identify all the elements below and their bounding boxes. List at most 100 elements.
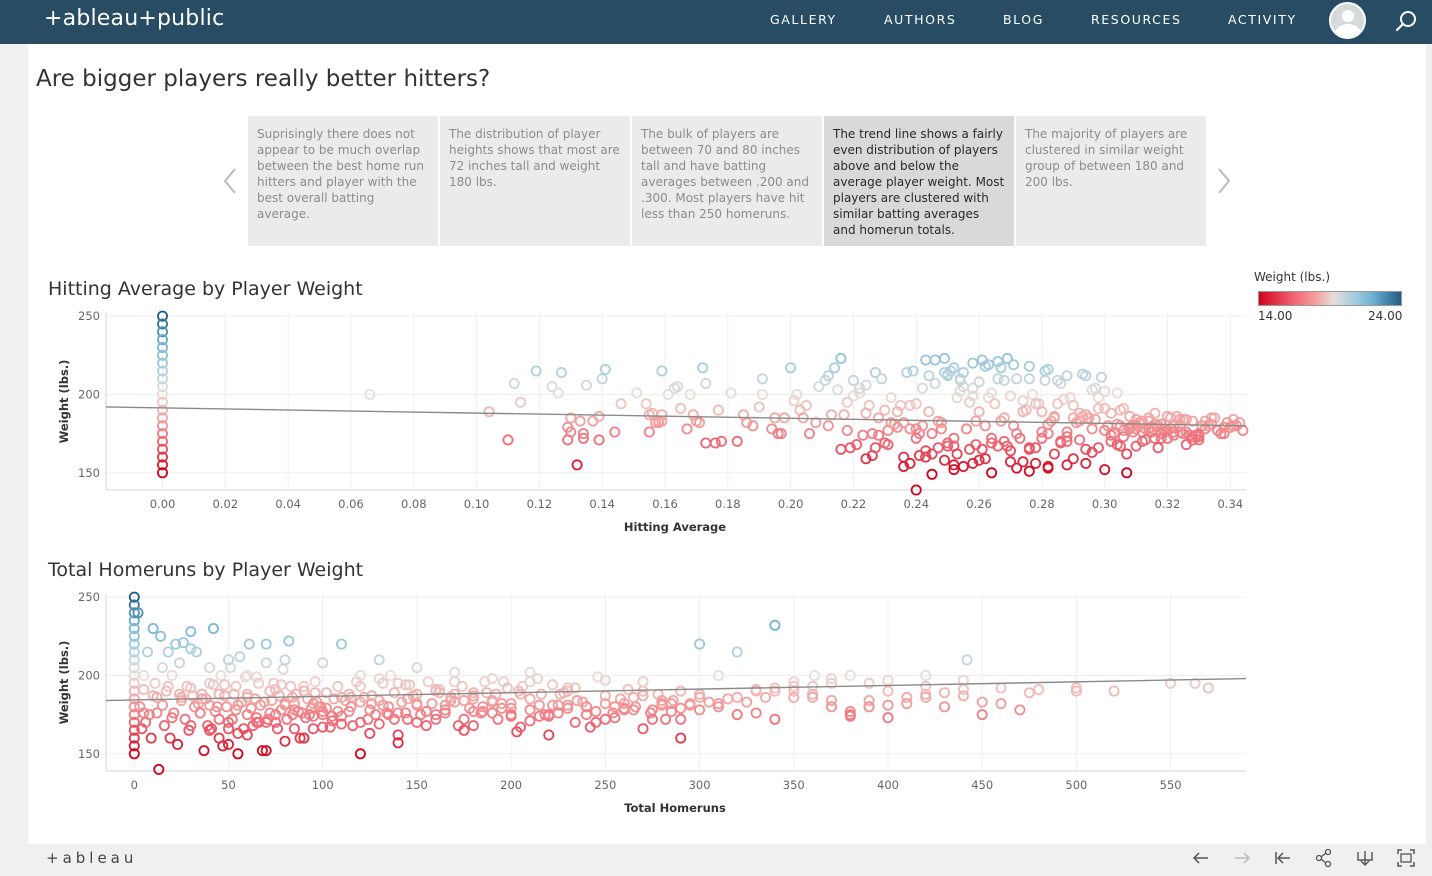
scatter-point[interactable] (851, 439, 863, 451)
scatter-point[interactable] (929, 377, 941, 389)
scatter-point[interactable] (716, 435, 728, 447)
scatter-point[interactable] (869, 366, 881, 378)
scatter-point[interactable] (1143, 412, 1155, 424)
scatter-point[interactable] (904, 399, 916, 411)
scatter-point[interactable] (873, 429, 885, 441)
scatter-point[interactable] (1080, 457, 1092, 469)
scatter-point[interactable] (1030, 398, 1042, 410)
scatter-point[interactable] (1114, 440, 1126, 452)
scatter-point[interactable] (926, 468, 938, 480)
scatter-point[interactable] (1061, 431, 1073, 443)
scatter-point[interactable] (128, 638, 140, 650)
scatter-point[interactable] (964, 396, 976, 408)
scatter-point[interactable] (403, 679, 415, 691)
scatter-point[interactable] (926, 448, 938, 460)
scatter-point[interactable] (826, 695, 838, 707)
scatter-point[interactable] (326, 715, 338, 727)
scatter-point[interactable] (879, 404, 891, 416)
scatter-point[interactable] (1218, 428, 1230, 440)
scatter-point[interactable] (535, 688, 547, 700)
scatter-point[interactable] (226, 713, 238, 725)
scatter-point[interactable] (1080, 409, 1092, 421)
scatter-point[interactable] (807, 688, 819, 700)
scatter-point[interactable] (430, 713, 442, 725)
scatter-point[interactable] (552, 387, 564, 399)
scatter-point[interactable] (1105, 429, 1117, 441)
scatter-point[interactable] (1005, 445, 1017, 457)
scatter-point[interactable] (198, 745, 210, 757)
scatter-point[interactable] (219, 679, 231, 691)
scatter-point[interactable] (264, 685, 276, 697)
scatter-point[interactable] (942, 370, 954, 382)
scatter-point[interactable] (788, 680, 800, 692)
scatter-point[interactable] (156, 349, 168, 361)
scatter-point[interactable] (1130, 420, 1142, 432)
color-legend-gradient[interactable] (1258, 291, 1402, 306)
scatter-point[interactable] (1067, 399, 1079, 411)
scatter-point[interactable] (841, 424, 853, 436)
scatter-point[interactable] (156, 396, 168, 408)
scatter-point[interactable] (562, 699, 574, 711)
scatter-point[interactable] (863, 677, 875, 689)
scatter-point[interactable] (149, 677, 161, 689)
scatter-point[interactable] (138, 707, 150, 719)
scatter-point[interactable] (791, 388, 803, 400)
scatter-point[interactable] (951, 392, 963, 404)
scatter-point[interactable] (731, 646, 743, 658)
scatter-point[interactable] (684, 698, 696, 710)
scatter-point[interactable] (1061, 459, 1073, 471)
scatter-point[interactable] (788, 395, 800, 407)
story-point-2[interactable]: The distribution of player heights shows… (440, 116, 630, 246)
scatter-point[interactable] (571, 459, 583, 471)
scatter-point[interactable] (989, 398, 1001, 410)
scatter-point[interactable] (860, 407, 872, 419)
scatter-point[interactable] (156, 334, 168, 346)
scatter-point[interactable] (753, 401, 765, 413)
scatter-point[interactable] (1180, 439, 1192, 451)
scatter-point[interactable] (565, 426, 577, 438)
scatter-point[interactable] (401, 713, 413, 725)
scatter-point[interactable] (835, 443, 847, 455)
scatter-point[interactable] (1152, 442, 1164, 454)
scatter-point[interactable] (439, 704, 451, 716)
scatter-point[interactable] (826, 409, 838, 421)
scatter-point[interactable] (354, 670, 366, 682)
scatter-point[interactable] (826, 673, 838, 685)
scatter-point[interactable] (901, 698, 913, 710)
scatter-point[interactable] (1130, 440, 1142, 452)
scatter-point[interactable] (813, 381, 825, 393)
scatter-point[interactable] (920, 354, 932, 366)
scatter-point[interactable] (156, 326, 168, 338)
scatter-point[interactable] (1017, 395, 1029, 407)
scatter-point[interactable] (354, 680, 366, 692)
scatter-point[interactable] (1089, 382, 1101, 394)
scatter-point[interactable] (251, 712, 263, 724)
scatter-point[interactable] (725, 387, 737, 399)
scatter-point[interactable] (939, 701, 951, 713)
scatter-point[interactable] (558, 687, 570, 699)
scatter-point[interactable] (1114, 404, 1126, 416)
scatter-point[interactable] (1070, 685, 1082, 697)
scatter-point[interactable] (449, 696, 461, 708)
scatter-point[interactable] (156, 341, 168, 353)
story-point-4-active[interactable]: The trend line shows a fairly even distr… (824, 116, 1014, 246)
scatter-point[interactable] (1189, 677, 1201, 689)
scatter-point[interactable] (1033, 684, 1045, 696)
scatter-point[interactable] (1077, 368, 1089, 380)
scatter-point[interactable] (599, 698, 611, 710)
scatter-point[interactable] (345, 701, 357, 713)
scatter-point[interactable] (467, 690, 479, 702)
scatter-point[interactable] (420, 706, 432, 718)
scatter-point[interactable] (920, 691, 932, 703)
scatter-point[interactable] (1052, 398, 1064, 410)
scatter-point[interactable] (335, 638, 347, 650)
scatter-point[interactable] (128, 740, 140, 752)
scatter-point[interactable] (1048, 410, 1060, 422)
scatter-point[interactable] (1089, 413, 1101, 425)
scatter-point[interactable] (1209, 412, 1221, 424)
scatter-point[interactable] (804, 428, 816, 440)
nav-blog[interactable]: BLOG (1003, 12, 1045, 27)
scatter-point[interactable] (145, 732, 157, 744)
scatter-point[interactable] (173, 657, 185, 669)
scatter-point[interactable] (411, 716, 423, 728)
